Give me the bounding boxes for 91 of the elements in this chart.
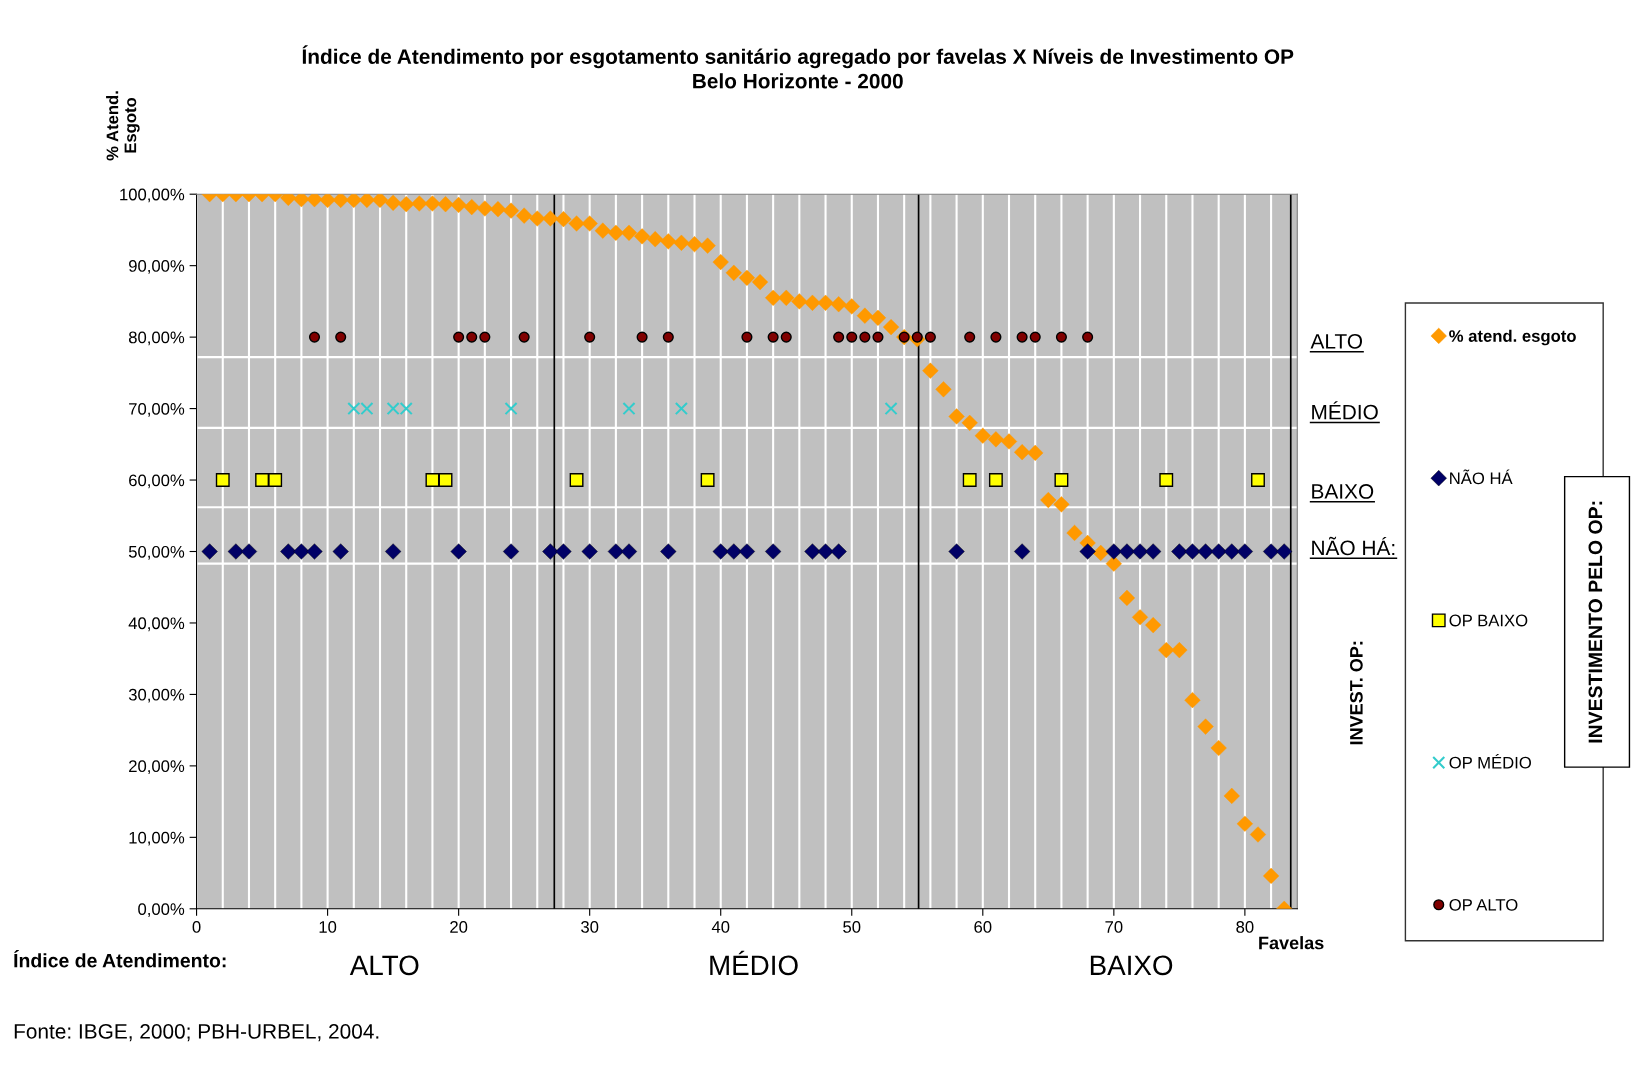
point	[884, 401, 898, 416]
chart-subtitle: Belo Horizonte - 2000	[693, 73, 903, 89]
legend-label: OP MÉDIO	[1449, 753, 1531, 769]
point	[607, 543, 624, 560]
y-tick-label: 70,00%	[129, 402, 185, 417]
legend-label: % atend. esgoto	[1449, 329, 1576, 346]
point	[1210, 543, 1227, 560]
point	[215, 473, 230, 487]
point	[662, 331, 674, 343]
point	[268, 473, 283, 487]
point	[1082, 331, 1094, 343]
y-tick-label: 20,00%	[129, 760, 185, 775]
point	[332, 543, 349, 560]
point	[1223, 543, 1240, 560]
ref-line-label: NÃO HÁ:	[1312, 536, 1395, 556]
ref-line-label: ALTO	[1310, 333, 1363, 349]
point	[846, 331, 858, 343]
point	[990, 331, 1002, 343]
point	[872, 331, 884, 343]
point	[622, 401, 636, 416]
point	[767, 331, 779, 343]
x-tick-label: 20	[450, 921, 468, 933]
text: Índice de Atendimento:	[14, 950, 226, 968]
y-tick-label: 10,00%	[129, 831, 185, 846]
text: INVESTIMENTO PELO OP:	[1588, 501, 1603, 743]
text: MÉDIO	[710, 950, 798, 976]
source-note: Fonte: IBGE, 2000; PBH-URBEL, 2004.	[14, 1024, 379, 1042]
point	[504, 401, 518, 416]
point	[700, 473, 715, 487]
point	[453, 331, 465, 343]
y-tick-label: 50,00%	[128, 545, 185, 560]
point	[280, 543, 297, 560]
point	[1054, 473, 1069, 487]
chart-title: Índice de Atendimento por esgotamento sanitário agregado por favelas X Níveis de Investimento OP	[302, 45, 1294, 69]
y-tick-label: 60,00%	[129, 474, 185, 489]
point	[1263, 543, 1280, 560]
point	[466, 331, 478, 343]
point	[964, 331, 976, 343]
x-tick-label: 60	[974, 921, 992, 933]
x-tick-label: 40	[711, 921, 730, 933]
y-tick-label: 0,00%	[138, 903, 185, 917]
point	[780, 331, 792, 343]
point	[569, 473, 584, 487]
point	[1016, 331, 1028, 343]
point	[859, 331, 871, 343]
y-axis-title: % Atend. Esgoto	[106, 91, 140, 161]
point	[636, 331, 648, 343]
point	[924, 331, 936, 343]
x-tick-label: 10	[319, 921, 337, 933]
y-tick-label: 90,00%	[129, 260, 185, 274]
point	[1055, 331, 1067, 343]
point	[438, 473, 453, 487]
y-tick-label: 40,00%	[128, 617, 185, 632]
point	[1029, 331, 1041, 343]
y-tick-label: 80,00%	[128, 331, 185, 346]
point	[741, 331, 753, 343]
x-tick-label: 0	[192, 921, 201, 933]
point	[255, 473, 270, 487]
ref-line-label: MÉDIO	[1312, 401, 1378, 420]
legend-label: OP BAIXO	[1449, 614, 1528, 627]
x-tick-label: 30	[581, 921, 599, 933]
text: INVEST. OP:	[1349, 641, 1363, 745]
x-tick-label: 70	[1105, 921, 1123, 933]
point	[660, 543, 677, 560]
x-tick-label: 50	[843, 921, 861, 933]
point	[833, 331, 845, 343]
point	[425, 473, 440, 487]
x-tick-label: 80	[1236, 921, 1254, 933]
point	[1159, 473, 1174, 487]
point	[385, 543, 402, 560]
point	[518, 331, 530, 343]
x-axis-title: Favelas	[1259, 936, 1324, 950]
legend-label: NÃO HÁ	[1450, 469, 1513, 485]
point	[584, 331, 596, 343]
point	[674, 401, 688, 416]
point	[620, 543, 638, 560]
legend-label: OP ALTO	[1449, 898, 1518, 911]
text: BAIXO	[1090, 955, 1173, 976]
point	[725, 543, 742, 560]
point	[988, 473, 1003, 487]
point	[479, 331, 491, 343]
ref-line-label: BAIXO	[1312, 484, 1374, 499]
point	[335, 331, 347, 343]
point	[308, 331, 321, 343]
y-tick-label: 30,00%	[128, 688, 185, 703]
point	[227, 543, 244, 560]
y-tick-label: 100,00%	[120, 188, 185, 203]
point	[1251, 473, 1265, 487]
text: ALTO	[349, 955, 419, 976]
point	[1236, 543, 1253, 560]
point	[962, 473, 977, 487]
